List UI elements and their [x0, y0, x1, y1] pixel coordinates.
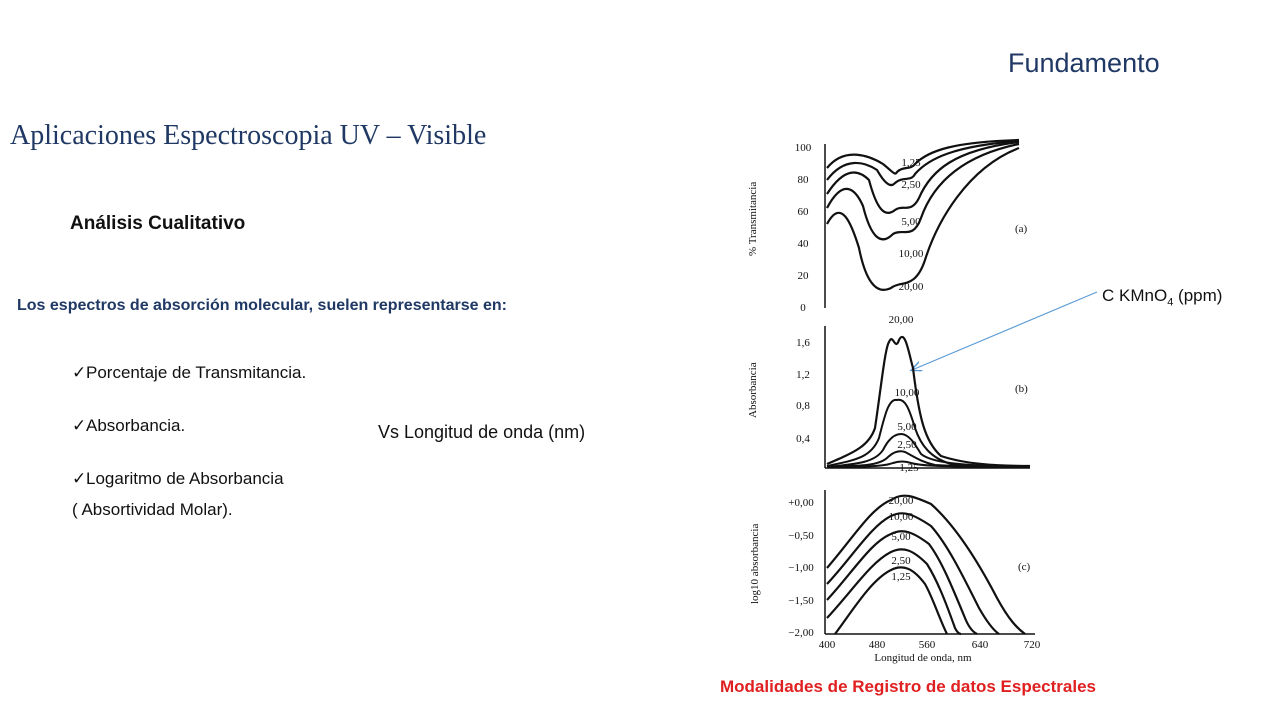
concentration-label-main: C KMnO [1102, 286, 1168, 305]
panel-c-ytick: −0,50 [788, 530, 814, 542]
panel-a-curve-label: 20,00 [899, 281, 924, 293]
panel-b-curve-label: 10,00 [895, 387, 920, 399]
bullet-log-absorbancia: ✓Logaritmo de Absorbancia [72, 469, 284, 489]
panel-a-curve-label: 10,00 [899, 248, 924, 260]
x-tick: 560 [919, 639, 936, 651]
panel-b-ytick: 0,8 [796, 400, 810, 412]
panel-b-ylabel: Absorbancia [747, 362, 759, 418]
panel-a-ylabel: % Transmitancia [747, 182, 759, 256]
panel-b-curve-label: 20,00 [889, 314, 914, 326]
panel-b-curve-label: 2,50 [897, 439, 917, 451]
panel-a-tag: (a) [1015, 223, 1028, 235]
intro-text: Los espectros de absorción molecular, su… [17, 297, 507, 314]
panel-a: % Transmitancia 100 80 60 40 20 0 1,25 2… [747, 138, 1028, 314]
panel-c-ytick: −2,00 [788, 627, 814, 639]
panel-a-ytick: 40 [798, 238, 810, 250]
concentration-label-sub: 4 [1167, 296, 1174, 309]
panel-c-ylabel: log10 absorbancia [749, 524, 761, 604]
bullet-text: Absorbancia. [86, 416, 186, 435]
panel-c-curve-label: 20,00 [889, 495, 914, 507]
panel-b-ytick: 1,2 [796, 369, 810, 381]
panel-c-tag: (c) [1018, 561, 1031, 573]
panel-a-curve-label: 5,00 [901, 216, 921, 228]
panel-a-ytick: 0 [800, 302, 806, 314]
panel-a-ytick: 80 [798, 174, 810, 186]
x-axis-label: Longitud de onda, nm [874, 652, 972, 664]
bullet-absorbancia: ✓Absorbancia. [72, 416, 185, 436]
panel-a-curve-label: 2,50 [901, 179, 921, 191]
corner-title: Fundamento [1008, 48, 1160, 78]
checkmark-icon: ✓ [72, 469, 87, 488]
bullet-transmitancia: ✓Porcentaje de Transmitancia. [72, 363, 306, 383]
section-subtitle: Análisis Cualitativo [70, 213, 246, 234]
spectra-figure: % Transmitancia 100 80 60 40 20 0 1,25 2… [747, 138, 1041, 664]
concentration-label-unit: (ppm) [1173, 286, 1223, 305]
x-tick: 480 [869, 639, 886, 651]
panel-c-ytick: +0,00 [788, 497, 814, 509]
panel-b-curve-label: 1,25 [899, 462, 919, 474]
panel-a-ytick: 20 [798, 270, 810, 282]
versus-label: Vs Longitud de onda (nm) [378, 422, 586, 442]
panel-b-curve-label: 5,00 [897, 421, 917, 433]
panel-c-ytick: −1,00 [788, 562, 814, 574]
panel-a-ytick: 100 [795, 142, 812, 154]
slide-title: Aplicaciones Espectroscopia UV – Visible [10, 120, 487, 151]
panel-c-ytick: −1,50 [788, 595, 814, 607]
panel-b-ytick: 1,6 [796, 337, 810, 349]
panel-c: log10 absorbancia +0,00 −0,50 −1,00 −1,5… [749, 490, 1041, 664]
bullet-text: Logaritmo de Absorbancia [86, 469, 284, 488]
panel-c-curve-label: 5,00 [891, 531, 911, 543]
x-tick: 400 [819, 639, 836, 651]
x-tick: 640 [972, 639, 989, 651]
concentration-label: C KMnO4 (ppm) [1102, 286, 1222, 308]
x-tick: 720 [1024, 639, 1041, 651]
bullet-text: Porcentaje de Transmitancia. [86, 363, 307, 382]
panel-c-curve-label: 2,50 [891, 555, 911, 567]
panel-c-curve-label: 10,00 [889, 511, 914, 523]
bullet-continuation: ( Absortividad Molar). [72, 500, 233, 519]
checkmark-icon: ✓ [72, 416, 87, 435]
panel-b: Absorbancia 1,6 1,2 0,8 0,4 20,00 10,00 … [747, 314, 1031, 474]
panel-b-tag: (b) [1015, 383, 1028, 395]
panel-a-curve-label: 1,25 [901, 157, 921, 169]
figure-caption: Modalidades de Registro de datos Espectr… [720, 677, 1097, 696]
panel-c-curve-label: 1,25 [891, 571, 911, 583]
checkmark-icon: ✓ [72, 363, 87, 382]
panel-b-ytick: 0,4 [796, 433, 810, 445]
panel-a-ytick: 60 [798, 206, 810, 218]
